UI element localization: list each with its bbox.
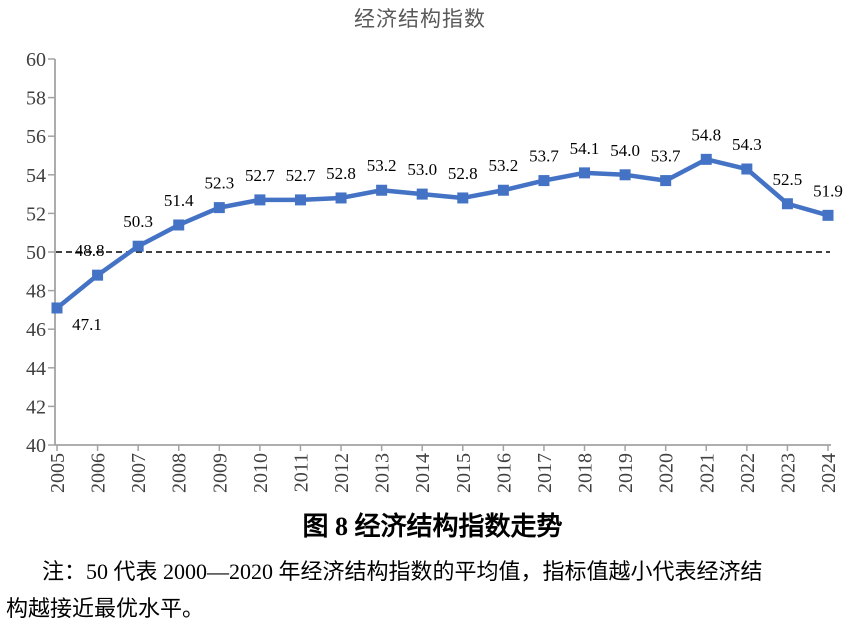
data-label: 51.9 (813, 181, 843, 200)
y-tick-label: 56 (26, 126, 46, 148)
data-point-marker (781, 198, 793, 210)
data-point-marker (416, 188, 428, 200)
x-tick-label: 2024 (818, 453, 840, 493)
x-tick-label: 2017 (534, 453, 556, 493)
data-point-marker (335, 192, 347, 204)
series-markers (51, 153, 834, 314)
data-label: 53.7 (651, 147, 681, 166)
x-tick-marks (56, 445, 829, 451)
x-tick-label: 2009 (209, 453, 231, 493)
data-label: 54.3 (732, 135, 762, 154)
x-tick-label: 2010 (250, 453, 272, 493)
data-label: 52.5 (773, 170, 803, 189)
data-point-marker (173, 219, 185, 231)
y-tick-label: 60 (26, 49, 46, 71)
figure-note-line-1: 注：50 代表 2000—2020 年经济结构指数的平均值，指标值越小代表经济结 (42, 559, 763, 584)
series-line (54, 157, 831, 311)
figure-note-line-2: 构越接近最优水平。 (6, 596, 205, 621)
y-tick-label: 52 (26, 203, 46, 225)
data-label: 51.4 (164, 191, 194, 210)
x-tick-label: 2012 (331, 453, 353, 493)
data-labels: 47.1 48.8 50.3 51.4 52.3 52.7 52.7 52.8 53.2 53.0… (72, 125, 843, 334)
x-tick-label: 2011 (290, 453, 312, 492)
x-tick-label: 2022 (737, 453, 759, 493)
data-label: 52.7 (286, 166, 316, 185)
data-label: 52.8 (326, 164, 356, 183)
data-point-marker (497, 184, 509, 196)
x-tick-label: 2013 (372, 453, 394, 493)
figure-note: 注：50 代表 2000—2020 年经济结构指数的平均值，指标值越小代表经济结… (6, 553, 851, 627)
data-point-marker (457, 192, 469, 204)
data-point-marker (660, 175, 672, 187)
data-label: 54.0 (610, 141, 640, 160)
x-tick-label: 2021 (696, 453, 718, 493)
y-tick-label: 58 (26, 88, 46, 110)
data-label: 53.0 (407, 160, 437, 179)
x-tick-label: 2007 (128, 453, 150, 493)
data-point-marker (132, 240, 144, 252)
data-point-marker (700, 153, 712, 165)
x-tick-label: 2018 (575, 453, 597, 493)
y-tick-marks (48, 58, 55, 446)
data-point-marker (538, 175, 550, 187)
x-tick-label: 2019 (615, 453, 637, 493)
y-tick-label: 40 (26, 435, 46, 457)
data-label: 47.1 (72, 315, 102, 334)
y-tick-label: 50 (26, 242, 46, 264)
data-label: 54.8 (691, 125, 721, 144)
data-label: 54.1 (570, 139, 600, 158)
data-point-marker (254, 194, 266, 206)
y-tick-label: 44 (26, 358, 46, 380)
x-tick-labels: 2005 2006 2007 2008 2009 2010 2011 2012 2013 2014… (47, 453, 840, 493)
y-tick-labels: 40 42 44 46 48 50 52 54 56 58 60 (26, 49, 46, 457)
x-tick-label: 2016 (493, 453, 515, 493)
data-label: 52.7 (245, 166, 275, 185)
data-label: 48.8 (75, 241, 105, 260)
data-label: 53.7 (529, 147, 559, 166)
x-tick-label: 2015 (453, 453, 475, 493)
data-point-marker (579, 167, 591, 179)
data-point-marker (51, 302, 63, 314)
y-tick-label: 54 (26, 165, 46, 187)
data-point-marker (822, 209, 834, 221)
data-point-marker (294, 194, 306, 206)
x-tick-label: 2020 (656, 453, 678, 493)
figure-caption: 图 8 经济结构指数走势 (302, 512, 563, 541)
x-tick-label: 2023 (777, 453, 799, 493)
x-tick-label: 2008 (169, 453, 191, 493)
data-label: 52.3 (204, 174, 234, 193)
y-tick-label: 48 (26, 281, 46, 303)
data-point-marker (213, 202, 225, 214)
x-tick-label: 2005 (47, 453, 69, 493)
data-point-marker (619, 169, 631, 181)
x-tick-label: 2006 (88, 453, 110, 493)
data-point-marker (376, 184, 388, 196)
data-label: 52.8 (448, 164, 478, 183)
data-label: 53.2 (488, 156, 518, 175)
data-point-marker (92, 269, 104, 281)
x-tick-label: 2014 (412, 453, 434, 493)
data-label: 50.3 (123, 212, 153, 231)
data-label: 53.2 (367, 156, 397, 175)
y-tick-label: 42 (26, 396, 46, 418)
chart-title: 经济结构指数 (354, 7, 486, 31)
y-tick-label: 46 (26, 319, 46, 341)
data-point-marker (741, 163, 753, 175)
